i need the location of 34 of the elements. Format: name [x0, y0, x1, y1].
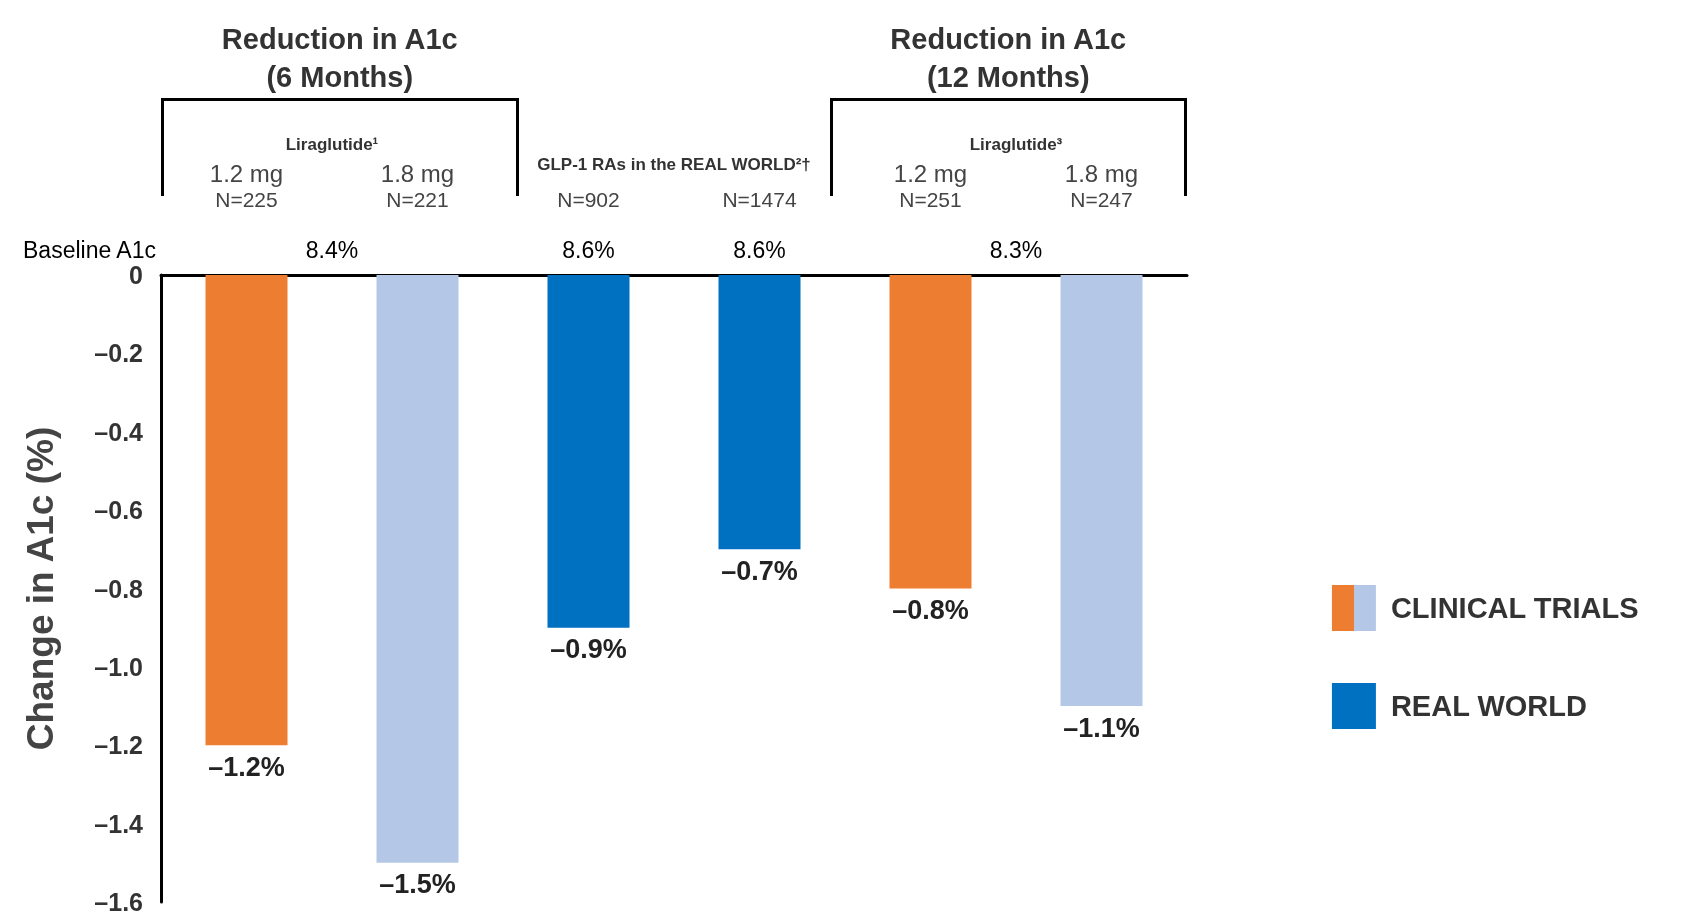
text: 8.4%	[305, 236, 359, 263]
y-tick-label: –1.0	[94, 652, 143, 681]
y-axis-title: Change in A1c (%)	[20, 426, 61, 751]
y-tick-label: 0	[129, 261, 143, 289]
y-tick-label: –0.4	[94, 417, 144, 446]
data-label: –1.2%	[208, 751, 285, 782]
x-tick-label: 1.2 mg N=225	[209, 159, 284, 211]
x-tick-label: 1.8 mg N=247	[1064, 159, 1139, 211]
text: Baseline A1c	[23, 236, 156, 263]
data-label: –1.1%	[1063, 712, 1140, 743]
text: GLP-1 RAs in the REAL WORLD²†	[537, 154, 811, 174]
data-label: –0.7%	[721, 555, 798, 586]
data-label: –0.9%	[550, 634, 627, 665]
text: Reduction in A1c (12 Months)	[890, 23, 1127, 93]
data-label: –0.8%	[892, 595, 969, 625]
x-tick-label: N=902	[557, 187, 620, 211]
data-label: –1.5%	[379, 869, 456, 900]
y-tick-label: –1.4	[94, 809, 144, 838]
legend-label: REAL WORLD	[1390, 690, 1587, 722]
text: Liraglutide¹	[285, 134, 379, 154]
text: 8.3%	[989, 236, 1043, 263]
text: 8.6%	[733, 236, 786, 263]
y-tick-label: –0.6	[94, 496, 143, 525]
y-tick-label: –0.2	[94, 339, 143, 368]
x-tick-label: 1.2 mg N=251	[893, 159, 968, 211]
text: Liraglutide³	[969, 134, 1063, 154]
y-tick-label: –1.2	[94, 731, 143, 760]
text: 8.6%	[562, 236, 615, 263]
y-tick-label: –1.6	[94, 888, 143, 915]
y-tick-label: –0.8	[94, 574, 144, 603]
x-tick-label: 1.8 mg N=221	[380, 159, 455, 211]
legend-label: CLINICAL TRIALS	[1390, 592, 1639, 624]
x-tick-label: N=1474	[722, 187, 797, 211]
text: Reduction in A1c (6 Months)	[221, 23, 458, 93]
